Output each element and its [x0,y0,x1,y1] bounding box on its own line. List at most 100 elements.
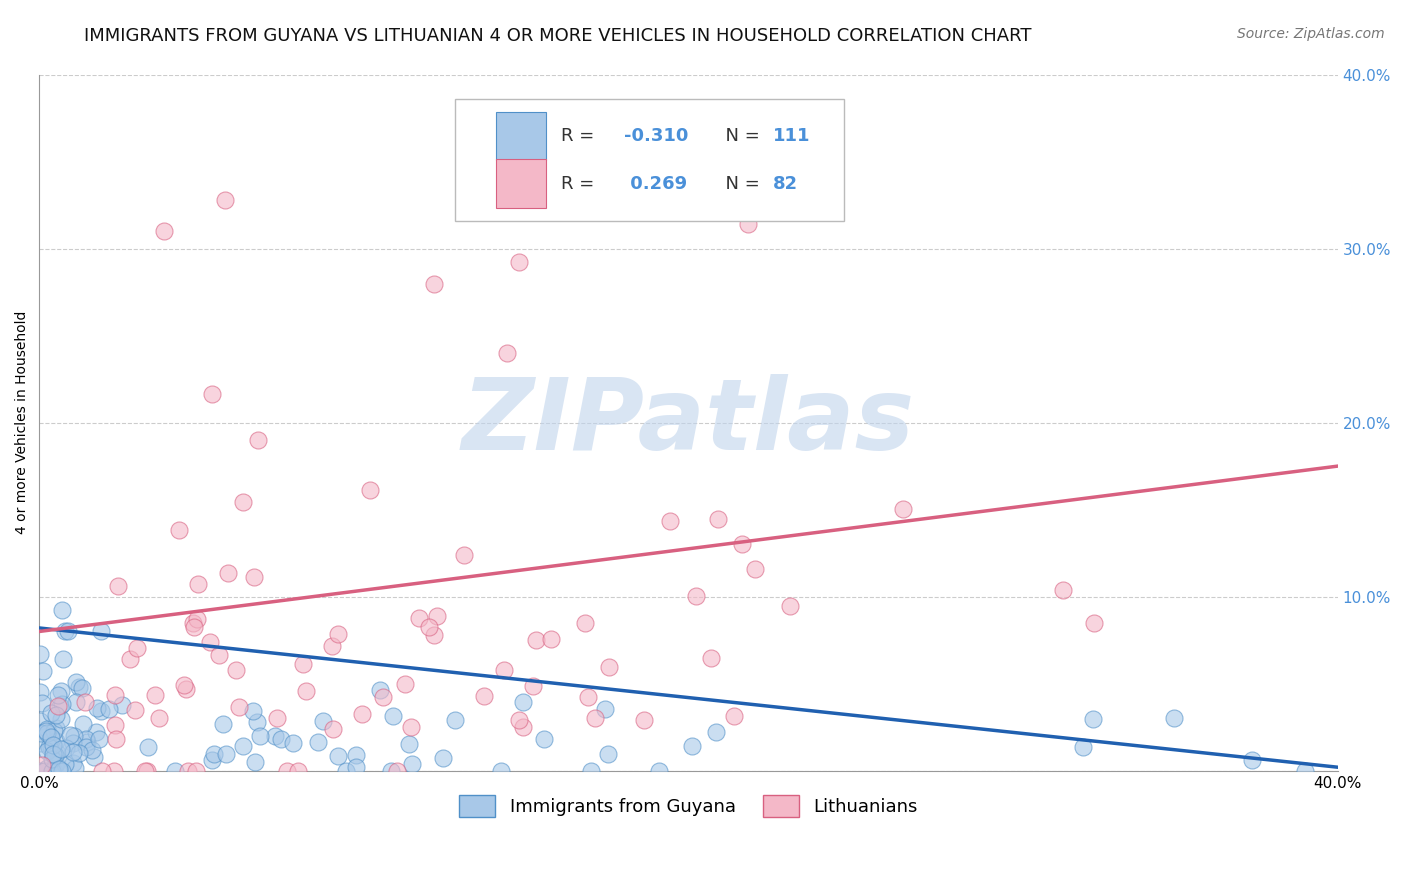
Point [46,698,69,713]
Point [401,757,423,772]
Point [399,720,422,734]
Point [214,194,236,208]
Point [232,495,254,509]
Point [245,756,267,770]
Point [381,709,404,723]
Point [201,753,224,767]
Point [598,660,620,674]
Point [72,717,94,731]
Point [453,549,475,563]
Point [249,729,271,743]
Point [707,511,730,525]
Point [576,690,599,704]
Point [39,730,62,744]
Point [104,718,127,732]
Point [344,760,367,774]
Point [217,566,239,581]
Text: N =: N = [714,175,766,193]
Text: R =: R = [561,175,600,193]
Point [51,603,73,617]
Point [51,698,73,712]
Point [371,690,394,705]
Point [242,704,264,718]
Point [202,747,225,762]
Point [82,743,104,757]
Point [41,747,63,762]
Point [30,725,52,739]
Point [1083,615,1105,630]
Point [62,736,84,750]
Point [30,685,52,699]
Point [533,732,555,747]
Point [198,635,221,649]
Point [1081,713,1104,727]
Point [30,764,52,778]
Point [214,747,236,761]
FancyBboxPatch shape [496,159,546,208]
Point [107,579,129,593]
FancyBboxPatch shape [496,112,546,161]
Point [45,757,67,772]
Point [201,387,224,401]
Point [53,624,76,639]
Point [583,711,606,725]
Point [359,483,381,497]
Text: N =: N = [714,127,766,145]
Point [84,725,107,739]
Point [35,723,58,738]
Point [49,712,72,726]
Point [574,615,596,630]
Point [51,764,73,778]
Point [41,752,63,766]
Text: 0.269: 0.269 [624,175,686,193]
Point [165,764,187,778]
Point [63,761,86,775]
Point [38,740,60,755]
Text: ZIPatlas: ZIPatlas [463,374,915,471]
Point [134,764,156,778]
Point [444,713,467,727]
Point [75,739,97,754]
Point [307,735,329,749]
Point [111,698,134,712]
Point [492,663,515,677]
Point [681,739,703,754]
Point [62,756,84,770]
Point [153,224,176,238]
Point [73,695,96,709]
Point [39,739,62,754]
Point [1294,764,1316,778]
Point [46,688,69,702]
Point [891,501,914,516]
Point [633,713,655,727]
Point [39,731,62,745]
Point [30,647,52,661]
Point [65,674,87,689]
Point [83,750,105,764]
Point [426,608,449,623]
Point [598,747,620,761]
Point [136,739,159,754]
Point [49,699,72,714]
Point [49,741,72,756]
Point [418,620,440,634]
Point [311,714,333,728]
Point [212,716,235,731]
Point [368,683,391,698]
Point [97,701,120,715]
Point [86,701,108,715]
Point [32,764,55,778]
Point [89,731,111,746]
Point [540,632,562,646]
Point [744,562,766,576]
Point [67,746,90,760]
Point [49,683,72,698]
Point [489,764,512,778]
Point [30,736,52,750]
Point [105,732,128,747]
Point [295,684,318,698]
Point [44,747,66,762]
Point [208,648,231,662]
Point [335,764,357,778]
Point [59,728,82,742]
